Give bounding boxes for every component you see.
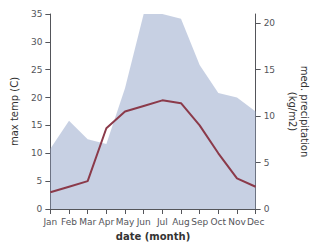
svg-text:Jun: Jun [136, 217, 151, 227]
svg-text:0: 0 [264, 204, 270, 214]
svg-text:10: 10 [264, 111, 276, 121]
svg-text:5: 5 [37, 176, 43, 186]
svg-text:date (month): date (month) [116, 231, 190, 242]
svg-text:med. precipitation: med. precipitation [299, 66, 310, 158]
svg-text:10: 10 [31, 148, 43, 158]
svg-text:Aug: Aug [172, 217, 190, 227]
svg-text:35: 35 [31, 9, 42, 19]
svg-text:Oct: Oct [211, 217, 227, 227]
svg-text:Apr: Apr [99, 217, 115, 227]
svg-text:Mar: Mar [79, 217, 96, 227]
svg-text:15: 15 [264, 65, 275, 75]
svg-text:Jul: Jul [156, 217, 168, 227]
svg-text:30: 30 [31, 37, 43, 47]
svg-text:0: 0 [37, 204, 43, 214]
svg-text:25: 25 [31, 65, 42, 75]
svg-text:Feb: Feb [61, 217, 77, 227]
svg-text:Sep: Sep [191, 217, 208, 227]
svg-text:max temp (C): max temp (C) [9, 77, 20, 146]
svg-text:20: 20 [31, 93, 43, 103]
svg-text:5: 5 [264, 158, 270, 168]
svg-text:Jan: Jan [42, 217, 57, 227]
svg-text:Dec: Dec [247, 217, 264, 227]
svg-text:May: May [116, 217, 135, 227]
svg-text:Nov: Nov [228, 217, 246, 227]
svg-text:(kg/m2): (kg/m2) [287, 92, 298, 132]
svg-text:20: 20 [264, 18, 276, 28]
svg-text:15: 15 [31, 120, 42, 130]
